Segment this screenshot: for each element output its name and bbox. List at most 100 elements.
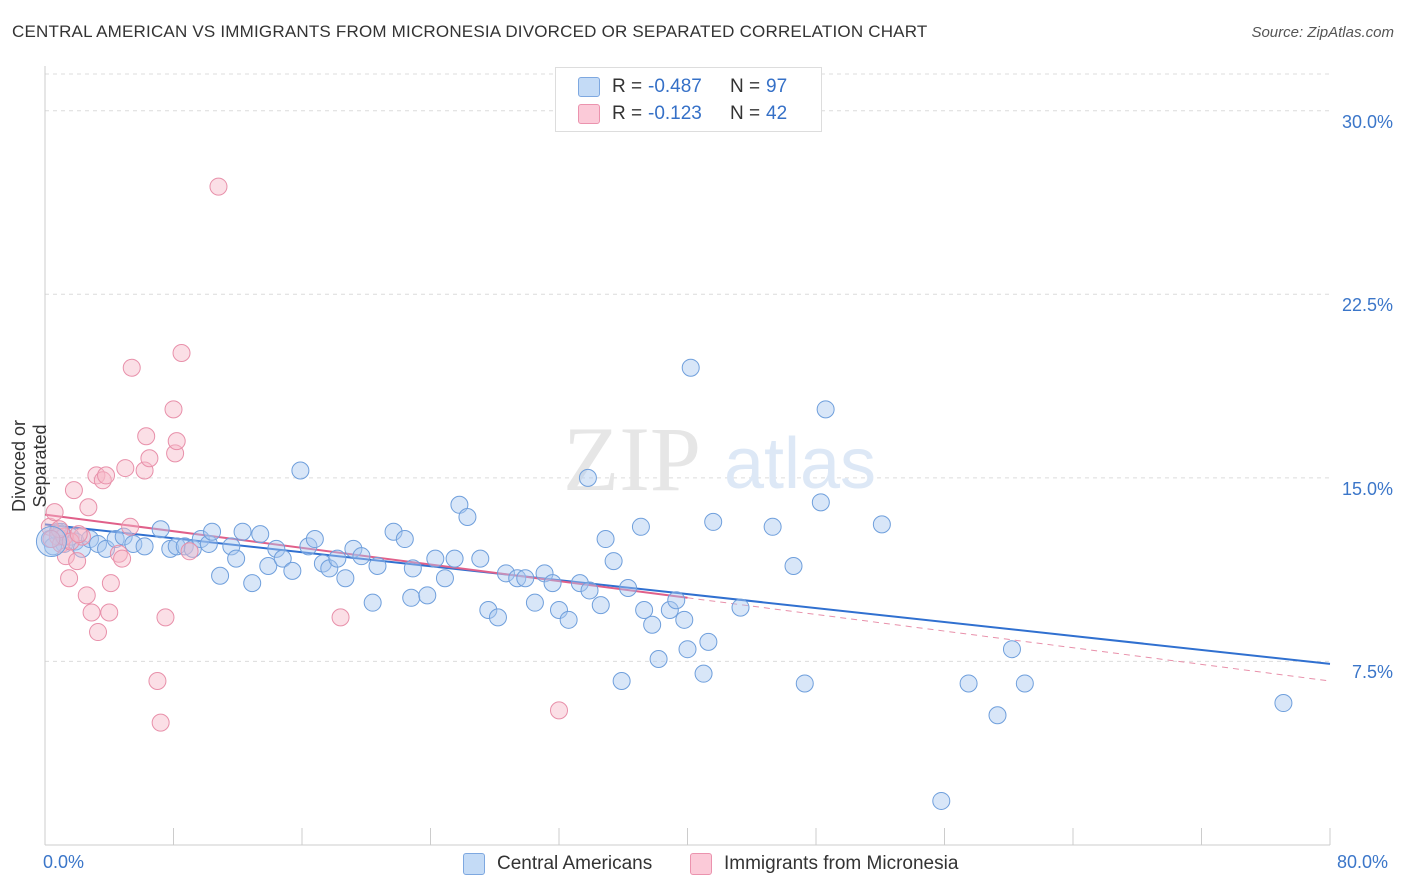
point-micronesia xyxy=(100,603,119,622)
point-central-americans xyxy=(384,522,403,541)
point-micronesia xyxy=(180,542,199,561)
point-micronesia xyxy=(93,471,112,490)
point-micronesia xyxy=(550,701,568,720)
point-micronesia xyxy=(151,713,170,732)
y-tick-label: 7.5% xyxy=(1351,662,1393,683)
point-micronesia xyxy=(101,574,120,593)
point-central-americans xyxy=(336,569,355,588)
point-central-americans xyxy=(363,593,382,612)
point-central-americans xyxy=(763,517,782,536)
point-central-americans xyxy=(479,601,498,620)
point-central-americans xyxy=(151,520,170,539)
point-micronesia xyxy=(45,503,64,522)
point-micronesia xyxy=(109,544,128,563)
point-central-americans xyxy=(283,561,302,580)
point-central-americans xyxy=(570,574,589,593)
legend-r-label: R = xyxy=(612,76,643,97)
point-central-americans xyxy=(660,601,679,620)
point-micronesia xyxy=(60,569,79,588)
point-central-americans xyxy=(299,537,318,556)
point-central-americans xyxy=(267,539,286,558)
point-central-americans xyxy=(784,556,803,575)
point-central-americans xyxy=(368,556,387,575)
point-central-americans xyxy=(395,530,414,549)
point-central-americans xyxy=(259,556,278,575)
bottom-legend-swatch-pink xyxy=(690,853,712,875)
point-central-americans xyxy=(872,515,891,534)
point-central-americans xyxy=(243,574,262,593)
point-micronesia xyxy=(209,177,228,196)
point-central-americans xyxy=(816,400,835,419)
point-micronesia xyxy=(79,498,98,517)
point-micronesia xyxy=(72,527,91,546)
point-central-americans xyxy=(649,649,668,668)
point-central-americans xyxy=(704,512,723,531)
legend-box: R = -0.487 N = 97 R = -0.123 N = 42 xyxy=(555,67,822,132)
y-axis-title: Divorced or Separated xyxy=(9,419,50,513)
point-micronesia xyxy=(77,586,96,605)
point-central-americans xyxy=(596,530,615,549)
point-micronesia xyxy=(140,449,159,468)
point-micronesia xyxy=(156,608,175,627)
point-central-americans xyxy=(731,598,750,617)
point-central-americans xyxy=(445,549,464,568)
point-central-americans xyxy=(678,640,697,659)
point-central-americans xyxy=(580,581,599,600)
watermark: ZIP atlas xyxy=(563,408,876,510)
point-central-americans xyxy=(305,530,324,549)
point-micronesia xyxy=(82,603,101,622)
point-micronesia xyxy=(113,549,132,568)
point-central-americans xyxy=(273,549,292,568)
legend-r-label: R = xyxy=(612,103,643,124)
point-central-americans xyxy=(675,610,694,629)
point-central-americans xyxy=(1002,640,1021,659)
point-central-americans xyxy=(203,522,222,541)
trend-line-micronesia-extension xyxy=(687,597,1331,682)
legend-swatch-pink xyxy=(578,104,600,124)
point-central-americans xyxy=(643,615,662,634)
bottom-legend-micronesia: Immigrants from Micronesia xyxy=(690,851,958,877)
legend-n-value: 97 xyxy=(766,76,788,97)
point-central-americans xyxy=(403,559,422,578)
point-micronesia xyxy=(122,358,141,377)
legend-n-label: N = xyxy=(730,76,761,97)
point-central-americans xyxy=(458,508,477,527)
y-tick-label: 15.0% xyxy=(1341,478,1393,499)
point-micronesia xyxy=(167,432,186,451)
point-central-americans xyxy=(251,525,270,544)
legend-n-value: 42 xyxy=(766,103,788,124)
point-central-americans xyxy=(811,493,830,512)
source-label: Source: ZipAtlas.com xyxy=(1251,24,1394,41)
legend-r-value: -0.487 xyxy=(648,76,702,97)
point-central-americans xyxy=(227,549,246,568)
trend-line-central-americans xyxy=(44,523,1331,665)
point-central-americans xyxy=(959,674,978,693)
point-micronesia xyxy=(68,552,87,571)
point-central-americans xyxy=(471,549,490,568)
point-micronesia xyxy=(121,517,140,536)
point-central-americans xyxy=(988,706,1007,725)
point-central-americans xyxy=(1274,694,1293,713)
point-central-americans xyxy=(328,549,347,568)
point-central-americans xyxy=(418,586,437,605)
bottom-legend-central-americans: Central Americans xyxy=(463,851,652,877)
data-points xyxy=(35,177,1293,810)
point-central-americans xyxy=(114,527,133,546)
legend-n-label: N = xyxy=(730,103,761,124)
point-micronesia xyxy=(331,608,350,627)
point-micronesia xyxy=(137,427,156,446)
point-central-americans xyxy=(352,547,371,566)
point-central-americans xyxy=(559,610,578,629)
point-micronesia xyxy=(164,400,183,419)
point-central-americans xyxy=(591,596,610,615)
point-central-americans xyxy=(496,564,515,583)
watermark-atlas: atlas xyxy=(724,424,876,504)
point-central-americans xyxy=(291,461,310,480)
point-central-americans xyxy=(612,672,631,691)
point-central-americans xyxy=(699,632,718,651)
point-central-americans xyxy=(233,522,252,541)
point-central-americans xyxy=(795,674,814,693)
point-central-americans xyxy=(124,534,143,553)
point-central-americans xyxy=(550,601,568,620)
